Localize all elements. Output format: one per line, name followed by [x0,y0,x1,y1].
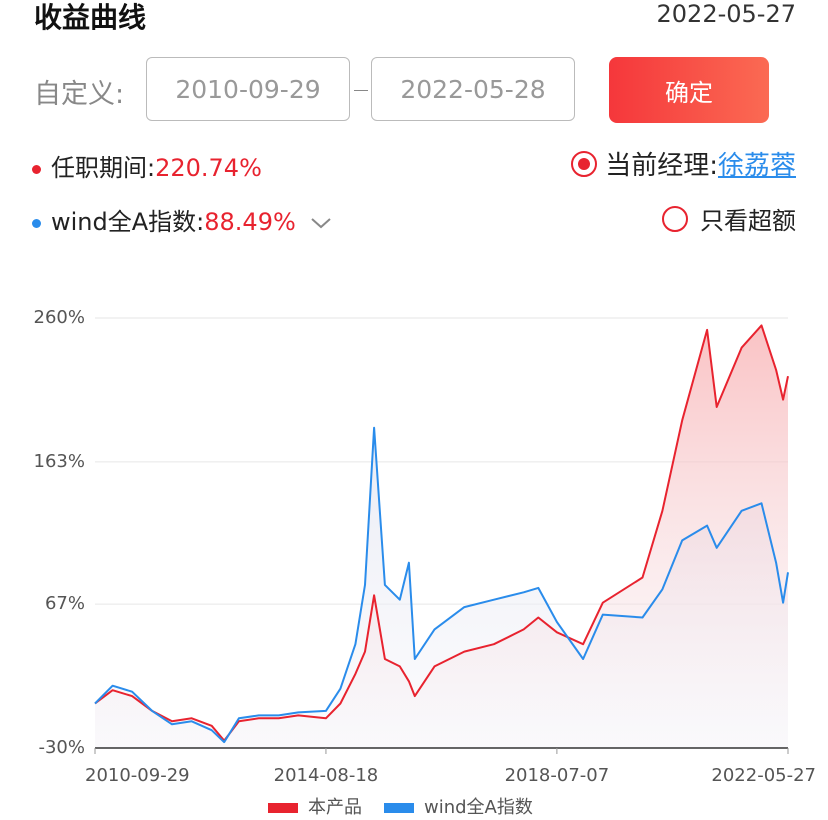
legend-swatch [268,803,298,813]
radio[interactable] [662,206,688,232]
start-date-input[interactable]: 2010-09-29 [146,57,350,121]
tenure-label: 任职期间: [51,154,156,182]
area-fill [95,325,788,748]
x-tick-label: 2014-08-18 [274,765,379,786]
dot [32,164,41,174]
line [94,426,789,744]
index-row[interactable]: wind全A指数:88.49% [32,202,332,237]
excess-row[interactable]: 只看超额 [662,201,796,236]
x-tick-label: 2022-05-27 [711,765,816,786]
y-tick-label: 163% [34,451,85,472]
excess-label: 只看超额 [700,207,796,235]
legend-swatch [384,803,414,813]
index-label: wind全A指数: [51,208,205,236]
dot [32,218,41,228]
tenure-value: 220.74% [155,154,262,182]
line [94,324,789,742]
legend-label: wind全A指数 [424,797,533,818]
manager-row: 当前经理:徐荔蓉 [571,145,796,182]
chevron[interactable] [310,216,332,230]
page-title: 收益曲线 [34,1,147,34]
tenure-row: 任职期间:220.74% [32,148,262,183]
x-tick-label: 2010-09-29 [85,765,190,786]
filter-label: 自定义: [34,79,125,110]
index-value: 88.49% [204,208,296,236]
manager-link[interactable]: 徐荔蓉 [717,151,796,181]
y-tick-label: 260% [34,307,85,328]
end-date-input[interactable]: 2022-05-28 [371,57,575,121]
manager-label: 当前经理: [605,151,718,181]
confirm-button[interactable]: 确定 [609,57,769,123]
date: 2022-05-27 [656,0,796,28]
y-tick-label: 67% [45,593,85,614]
radio-checked[interactable] [571,151,598,177]
y-tick-label: -30% [38,737,85,758]
legend-label: 本产品 [308,797,362,818]
area-fill [95,427,788,748]
x-tick-label: 2018-07-07 [505,765,610,786]
separator [354,90,368,91]
